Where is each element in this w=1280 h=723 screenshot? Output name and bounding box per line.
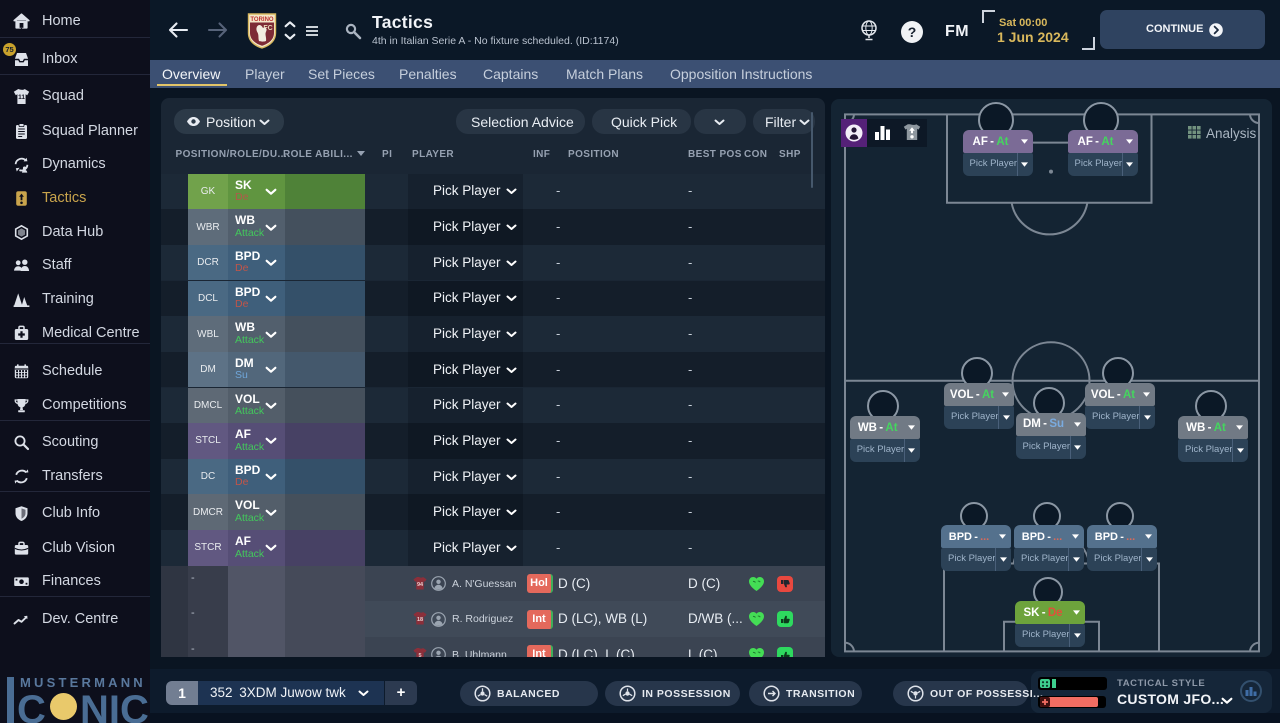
svg-text:11: 11 — [18, 94, 25, 101]
svg-text:FC: FC — [263, 25, 272, 32]
svg-text:TORINO: TORINO — [250, 17, 274, 23]
svg-text:94: 94 — [417, 582, 424, 588]
svg-text:5: 5 — [418, 653, 421, 659]
svg-text:18: 18 — [417, 617, 423, 623]
